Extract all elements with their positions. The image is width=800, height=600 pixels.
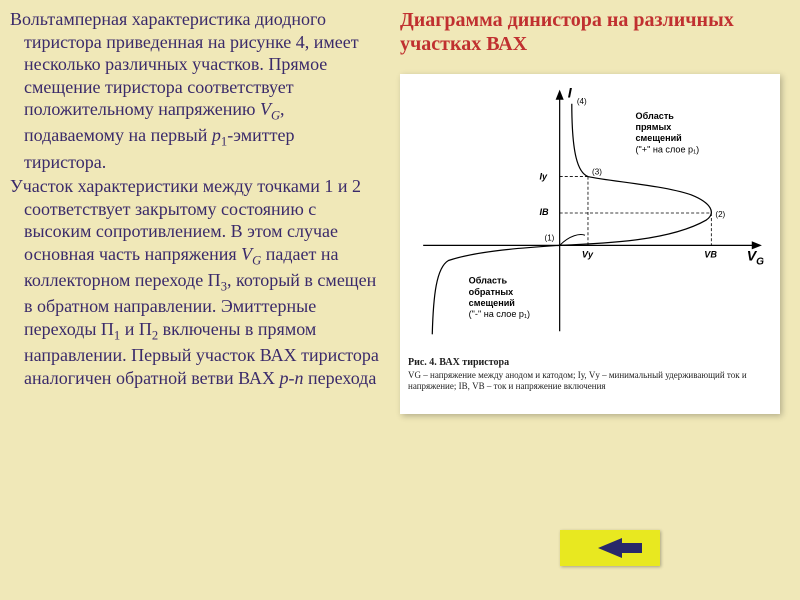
svg-text:Область: Область [636, 111, 675, 121]
body-text: Вольтамперная характеристика диодного ти… [10, 8, 380, 391]
svg-text:("-" на слое p₁): ("-" на слое p₁) [469, 309, 530, 319]
svg-text:VG: VG [747, 248, 764, 268]
back-button[interactable] [560, 530, 660, 566]
x-axis-label-sub: G [756, 257, 764, 268]
svg-text:Iу: Iу [539, 172, 548, 182]
svg-text:(1): (1) [545, 233, 555, 242]
tick-labels: Iу IВ Vу VВ [539, 172, 717, 260]
curve-forward-bump [560, 235, 585, 246]
svg-text:прямых: прямых [636, 122, 672, 132]
p2-vg: V [241, 244, 252, 264]
vac-chart: I VG Область прямых смещений ("+" на сло… [408, 80, 772, 350]
svg-text:смещений: смещений [469, 298, 515, 308]
svg-text:Область: Область [469, 276, 508, 286]
p2-text-d: и П [120, 319, 152, 339]
p2-text-f: перехода [304, 368, 377, 388]
figure-caption-title: Рис. 4. ВАХ тиристора [408, 357, 772, 368]
svg-text:VВ: VВ [704, 249, 717, 259]
svg-text:(2): (2) [715, 210, 725, 219]
y-axis-label: I [568, 85, 573, 101]
figure-caption-body: VG – напряжение между анодом и катодом; … [408, 370, 772, 392]
p1-vg: V [260, 99, 271, 119]
p1-text-a: Вольтамперная характеристика диодного ти… [10, 9, 359, 119]
svg-text:(3): (3) [592, 168, 602, 177]
svg-text:("+" на слое p₁): ("+" на слое p₁) [636, 144, 700, 154]
p2-pn: p-n [280, 368, 304, 388]
svg-text:смещений: смещений [636, 133, 682, 143]
chart-container: I VG Область прямых смещений ("+" на сло… [400, 74, 780, 414]
svg-text:IВ: IВ [539, 207, 549, 217]
svg-text:Vу: Vу [582, 249, 594, 259]
reverse-region-label: Область обратных смещений ("-" на слое p… [469, 276, 530, 319]
paragraph-1: Вольтамперная характеристика диодного ти… [10, 8, 380, 173]
paragraph-2: Участок характеристики между точками 1 и… [10, 175, 380, 389]
p2-vg-sub: G [252, 253, 261, 267]
arrow-left-icon [598, 538, 622, 558]
svg-text:(4): (4) [577, 97, 587, 106]
forward-region-label: Область прямых смещений ("+" на слое p₁) [636, 111, 700, 154]
p1-vg-sub: G [271, 109, 280, 123]
p1-p: p [212, 125, 221, 145]
svg-text:обратных: обратных [469, 287, 514, 297]
diagram-title: Диаграмма динистора на различных участка… [400, 8, 770, 56]
